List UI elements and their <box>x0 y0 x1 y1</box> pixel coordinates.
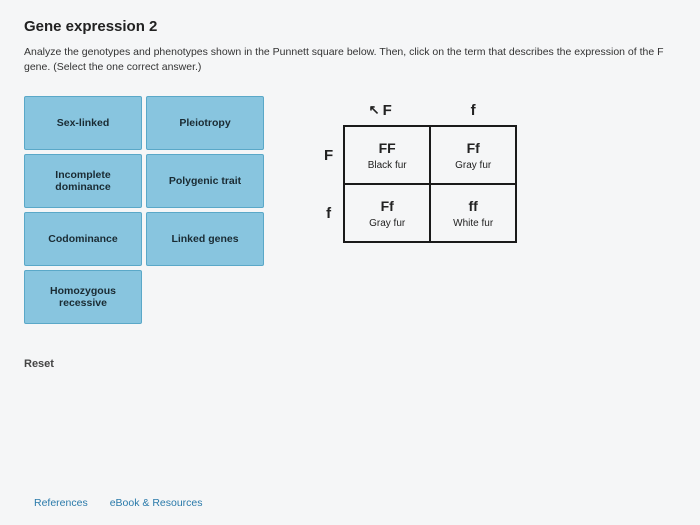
content-area: Sex-linked Pleiotropy Incomplete dominan… <box>24 96 676 370</box>
option-linked-genes[interactable]: Linked genes <box>146 212 264 266</box>
phenotype: Gray fur <box>347 218 427 229</box>
punnett-square: ↖F f F FF Black fur Ff Gray fur f Ff <box>314 90 517 243</box>
option-incomplete-dominance[interactable]: Incomplete dominance <box>24 154 142 208</box>
footer-links: References eBook & Resources <box>34 497 203 509</box>
instructions-text: Analyze the genotypes and phenotypes sho… <box>24 45 676 74</box>
row-header-0: F <box>314 126 344 184</box>
cell-1-1: ff White fur <box>430 184 516 242</box>
ebook-link[interactable]: eBook & Resources <box>110 497 203 509</box>
options-grid: Sex-linked Pleiotropy Incomplete dominan… <box>24 96 264 324</box>
genotype: Ff <box>433 140 513 156</box>
reset-button[interactable]: Reset <box>24 358 264 370</box>
phenotype: Black fur <box>347 160 427 171</box>
cell-1-0: Ff Gray fur <box>344 184 430 242</box>
punnett-table: ↖F f F FF Black fur Ff Gray fur f Ff <box>314 96 517 243</box>
genotype: ff <box>433 198 513 214</box>
genotype: Ff <box>347 198 427 214</box>
references-link[interactable]: References <box>34 497 88 509</box>
phenotype: White fur <box>433 218 513 229</box>
genotype: FF <box>347 140 427 156</box>
option-codominance[interactable]: Codominance <box>24 212 142 266</box>
option-sex-linked[interactable]: Sex-linked <box>24 96 142 150</box>
page-title: Gene expression 2 <box>24 18 676 35</box>
cell-0-0: FF Black fur <box>344 126 430 184</box>
row-header-1: f <box>314 184 344 242</box>
cursor-arrow-icon: ↖ <box>369 102 380 118</box>
option-pleiotropy[interactable]: Pleiotropy <box>146 96 264 150</box>
options-column: Sex-linked Pleiotropy Incomplete dominan… <box>24 96 264 370</box>
col-header-0: ↖F <box>344 96 430 126</box>
cell-0-1: Ff Gray fur <box>430 126 516 184</box>
option-homozygous-recessive[interactable]: Homozygous recessive <box>24 270 142 324</box>
phenotype: Gray fur <box>433 160 513 171</box>
option-polygenic-trait[interactable]: Polygenic trait <box>146 154 264 208</box>
col-header-1: f <box>430 96 516 126</box>
